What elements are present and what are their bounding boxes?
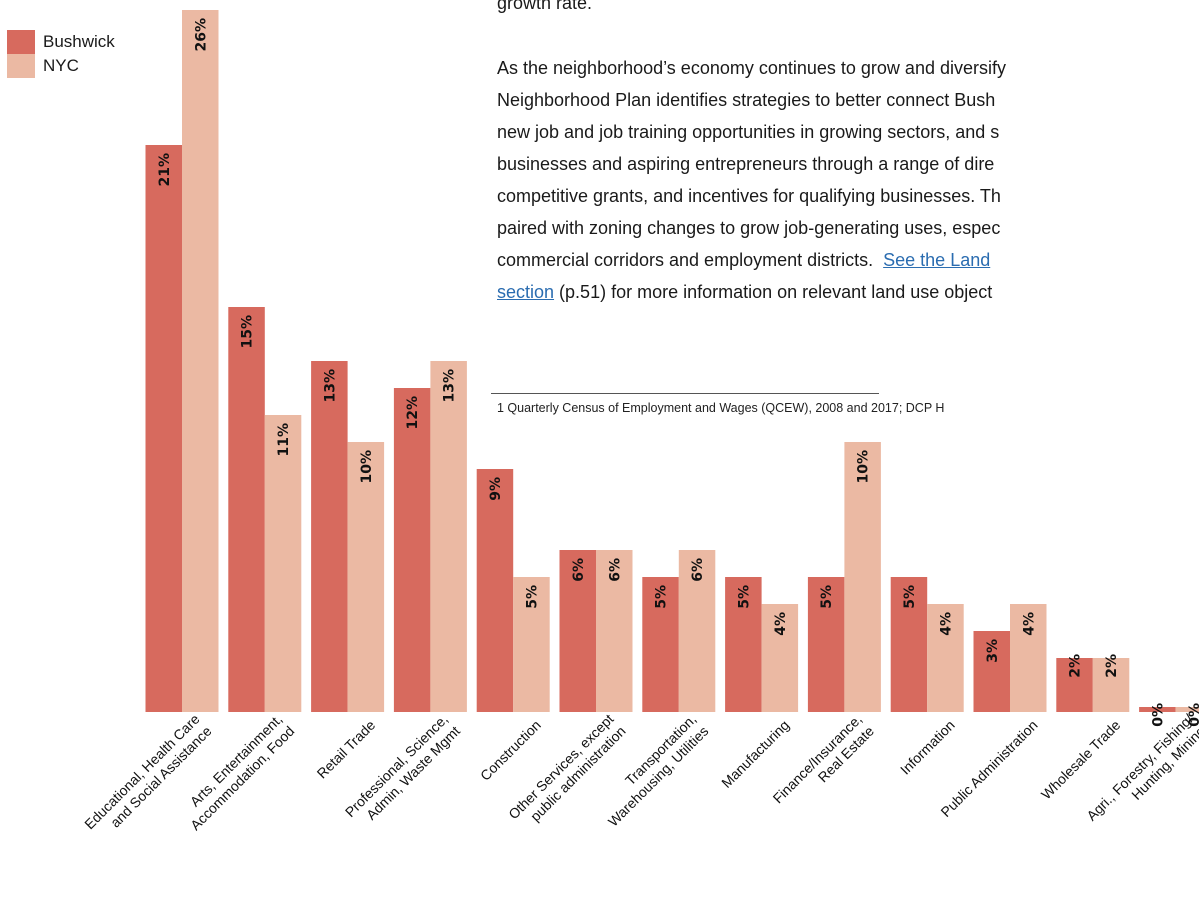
bar-nyc-2: [347, 442, 385, 712]
category-label-4: Construction: [477, 717, 544, 784]
bar-value-label-bushwick-4: 9%: [488, 477, 504, 501]
land-use-section-link-continued[interactable]: section: [497, 282, 555, 302]
legend-item-bushwick: Bushwick: [7, 30, 115, 54]
bar-value-label-nyc-10: 4%: [1021, 612, 1037, 636]
bar-value-label-bushwick-12: 0%: [1150, 703, 1166, 727]
bar-value-label-nyc-12: 0%: [1187, 703, 1199, 727]
body-paragraph: As the neighborhood’s economy continues …: [497, 52, 1199, 308]
bar-value-label-bushwick-5: 6%: [571, 558, 587, 582]
bar-value-label-nyc-1: 11%: [276, 423, 292, 457]
bar-value-label-nyc-3: 13%: [442, 369, 458, 403]
legend-swatch-bushwick: [7, 30, 35, 54]
bar-nyc-1: [264, 415, 302, 712]
bar-bushwick-2: [311, 361, 348, 712]
bar-nyc-6: [678, 550, 716, 712]
footnote-divider: [491, 393, 879, 394]
bar-value-label-bushwick-10: 3%: [985, 639, 1001, 663]
paragraph-line-8: section (p.51) for more information on r…: [497, 276, 1199, 308]
bar-nyc-3: [430, 361, 467, 712]
category-label-7: Manufacturing: [718, 717, 792, 791]
legend-swatch-nyc: [7, 54, 35, 78]
bar-nyc-11: [1092, 658, 1130, 712]
land-use-section-link[interactable]: See the Land: [883, 250, 991, 270]
bar-nyc-8: [844, 442, 881, 712]
legend-item-nyc: NYC: [7, 54, 115, 78]
chart-legend: Bushwick NYC: [7, 30, 115, 78]
bar-bushwick-1: [228, 307, 265, 712]
bar-bushwick-3: [393, 388, 431, 712]
bar-bushwick-10: [973, 631, 1010, 712]
paragraph-line-8-text: (p.51) for more information on relevant …: [554, 282, 993, 302]
footnote: 1 Quarterly Census of Employment and Wag…: [497, 401, 945, 415]
bar-value-label-nyc-9: 4%: [938, 612, 954, 636]
bar-nyc-4: [513, 577, 550, 712]
bar-bushwick-6: [642, 577, 679, 712]
bar-nyc-7: [761, 604, 799, 712]
bar-value-label-nyc-6: 6%: [690, 558, 706, 582]
bar-bushwick-7: [725, 577, 762, 712]
legend-label-nyc: NYC: [43, 56, 79, 75]
legend-label-bushwick: Bushwick: [43, 32, 115, 51]
partial-text-line: growth rate.: [497, 0, 593, 13]
bar-value-label-bushwick-9: 5%: [902, 585, 918, 609]
paragraph-line-7: commercial corridors and employment dist…: [497, 244, 1199, 276]
bar-value-label-bushwick-11: 2%: [1068, 654, 1084, 678]
bar-value-label-bushwick-8: 5%: [819, 585, 835, 609]
bar-value-label-nyc-5: 6%: [607, 558, 623, 582]
paragraph-line-6: paired with zoning changes to grow job-g…: [497, 218, 1001, 238]
paragraph-line-4: businesses and aspiring entrepreneurs th…: [497, 154, 995, 174]
bar-value-label-bushwick-6: 5%: [654, 585, 670, 609]
bar-value-label-nyc-4: 5%: [524, 585, 540, 609]
bar-value-label-bushwick-2: 13%: [322, 369, 338, 403]
bar-nyc-10: [1010, 604, 1047, 712]
bar-bushwick-12: [1139, 707, 1176, 712]
category-label-2: Retail Trade: [314, 717, 379, 782]
bar-bushwick-9: [890, 577, 928, 712]
bar-value-label-nyc-7: 4%: [773, 612, 789, 636]
paragraph-line-5: competitive grants, and incentives for q…: [497, 186, 1001, 206]
category-label-9: Information: [897, 717, 958, 778]
bar-nyc-12: [1175, 707, 1199, 712]
bar-bushwick-0: [145, 145, 182, 712]
bar-nyc-9: [927, 604, 964, 712]
bar-value-label-nyc-2: 10%: [359, 450, 375, 484]
paragraph-line-7-text: commercial corridors and employment dist…: [497, 250, 874, 270]
bar-bushwick-8: [807, 577, 845, 712]
paragraph-line-3: new job and job training opportunities i…: [497, 122, 1000, 142]
bar-nyc-5: [596, 550, 633, 712]
bar-value-label-bushwick-0: 21%: [157, 153, 173, 187]
bar-value-label-nyc-8: 10%: [856, 450, 872, 484]
bar-bushwick-4: [476, 469, 514, 712]
bar-value-label-bushwick-1: 15%: [240, 315, 256, 349]
bar-bushwick-5: [559, 550, 596, 712]
paragraph-line-1: As the neighborhood’s economy continues …: [497, 58, 1006, 78]
bar-value-label-bushwick-7: 5%: [736, 585, 752, 609]
bar-value-label-nyc-0: 26%: [193, 18, 209, 52]
bar-value-label-nyc-11: 2%: [1104, 654, 1120, 678]
paragraph-line-2: Neighborhood Plan identifies strategies …: [497, 90, 996, 110]
bar-nyc-0: [182, 10, 219, 712]
bar-bushwick-11: [1056, 658, 1093, 712]
bar-value-label-bushwick-3: 12%: [405, 396, 421, 430]
